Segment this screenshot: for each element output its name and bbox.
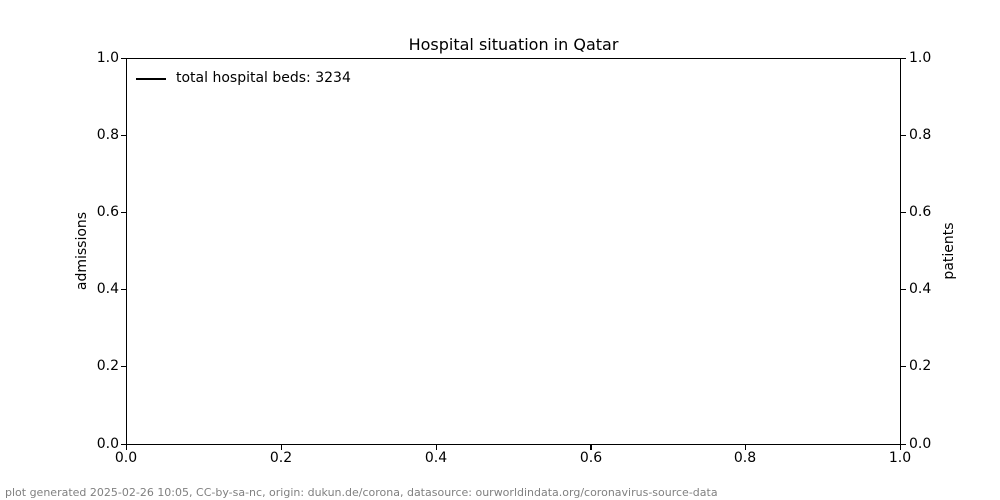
ytick-mark-left [121, 289, 126, 291]
ytick-mark-left [121, 57, 126, 59]
legend: total hospital beds: 3234 [136, 70, 351, 87]
ytick-mark-left [121, 366, 126, 368]
xtick-label: 0.4 [424, 450, 448, 466]
ytick-label-right: 0.4 [909, 281, 932, 297]
ytick-label-left: 0.2 [96, 358, 119, 374]
xtick-label: 0.0 [114, 450, 138, 466]
footer-attribution: plot generated 2025-02-26 10:05, CC-by-s… [5, 486, 718, 499]
ytick-label-left: 0.6 [96, 204, 119, 220]
legend-label: total hospital beds: 3234 [176, 70, 351, 86]
ytick-label-right: 1.0 [909, 50, 932, 66]
ytick-mark-left [121, 211, 126, 214]
xtick-mark [745, 445, 747, 450]
ytick-mark-right [901, 57, 906, 59]
xtick-mark [899, 445, 901, 450]
plot-area [126, 58, 901, 445]
xtick-mark [435, 445, 437, 450]
xtick-mark [280, 445, 282, 450]
chart-title: Hospital situation in Qatar [408, 35, 619, 54]
ytick-label-left: 0.8 [96, 127, 119, 143]
ytick-label-right: 0.2 [909, 358, 932, 374]
ytick-mark-left [121, 443, 126, 445]
ytick-label-left: 0.0 [96, 436, 119, 452]
xtick-label: 0.6 [579, 450, 603, 466]
legend-line-swatch [136, 77, 166, 80]
xtick-label: 0.8 [733, 450, 757, 466]
ytick-mark-right [901, 134, 906, 136]
ytick-label-left: 1.0 [96, 50, 119, 66]
ytick-mark-right [901, 443, 906, 445]
xtick-label: 1.0 [888, 450, 912, 466]
xtick-mark [590, 445, 592, 450]
ytick-label-right: 0.6 [909, 204, 932, 220]
ytick-mark-left [121, 134, 126, 136]
xtick-mark [126, 445, 128, 450]
ytick-label-right: 0.0 [909, 436, 932, 452]
ytick-label-left: 0.4 [96, 281, 119, 297]
ytick-label-right: 0.8 [909, 127, 932, 143]
xtick-label: 0.2 [269, 450, 293, 466]
ytick-mark-right [901, 211, 906, 214]
ytick-mark-right [901, 289, 906, 291]
ytick-mark-right [901, 366, 906, 368]
y-axis-label-right: patients [941, 222, 957, 280]
y-axis-label-left: admissions [74, 211, 90, 291]
